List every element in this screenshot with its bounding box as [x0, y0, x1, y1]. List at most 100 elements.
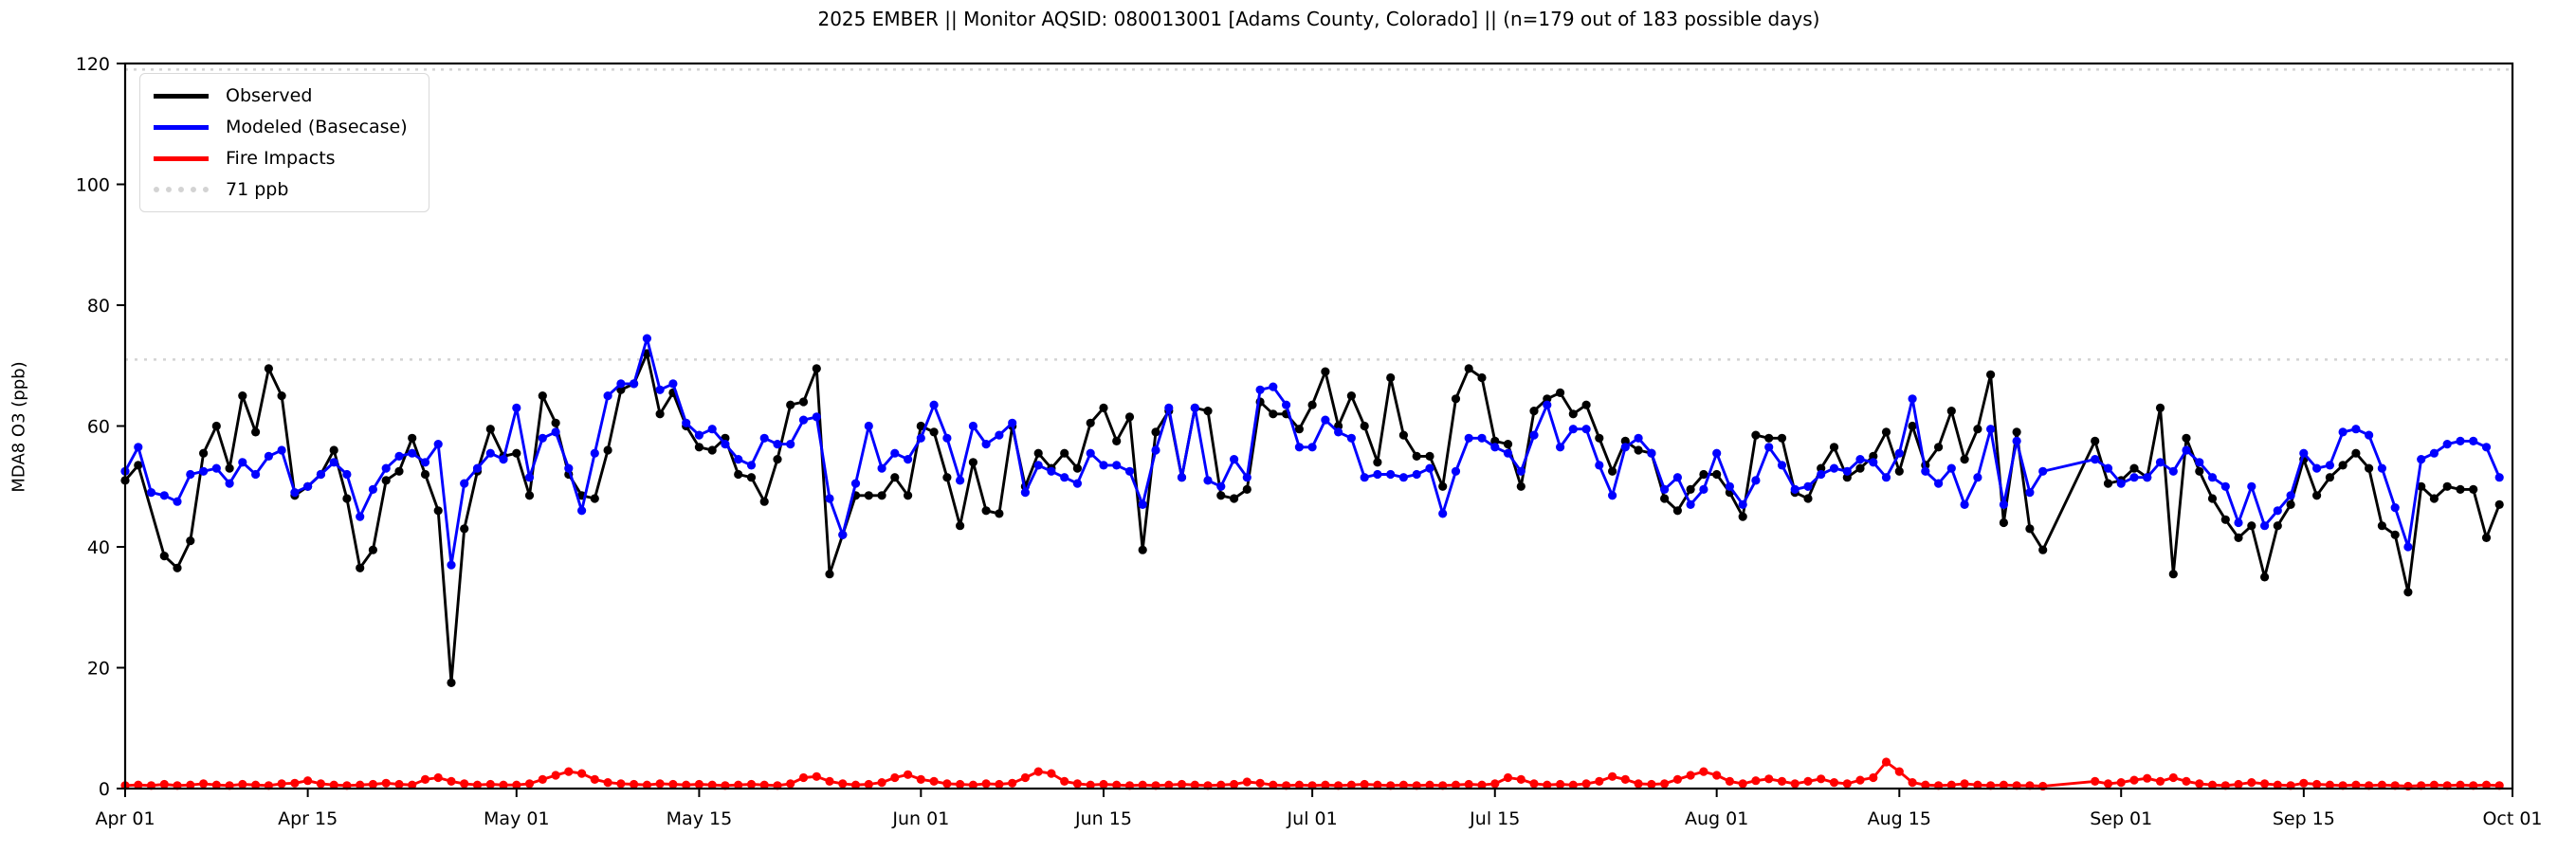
data-point	[316, 469, 325, 480]
legend-label: Modeled (Basecase)	[226, 117, 408, 137]
data-point	[186, 536, 195, 546]
data-point	[211, 780, 221, 789]
data-point	[1725, 481, 1734, 491]
data-point	[838, 530, 848, 539]
data-point	[1777, 433, 1787, 443]
data-point	[1738, 512, 1747, 521]
data-point	[2312, 463, 2322, 473]
data-point	[1072, 779, 1082, 789]
data-point	[2155, 458, 2165, 467]
data-point	[890, 448, 900, 458]
data-point	[447, 560, 456, 570]
legend-item-fire-impacts: Fire Impacts	[154, 148, 408, 169]
data-point	[1373, 780, 1382, 789]
data-point	[746, 779, 757, 789]
data-point	[616, 779, 626, 789]
data-point	[2442, 481, 2452, 491]
data-point	[499, 455, 508, 464]
data-point	[485, 425, 495, 434]
data-point	[2103, 463, 2113, 473]
legend-swatch	[154, 93, 209, 99]
data-point	[1556, 388, 1565, 397]
data-point	[290, 778, 300, 788]
data-point	[2481, 780, 2492, 789]
data-point	[1269, 409, 1278, 419]
data-point	[2481, 443, 2492, 452]
data-point	[420, 458, 430, 467]
data-point	[707, 425, 717, 434]
data-point	[877, 778, 886, 788]
data-point	[1177, 779, 1187, 789]
data-point	[590, 774, 599, 785]
data-point	[1595, 461, 1604, 470]
data-point	[2377, 463, 2386, 473]
data-point	[786, 400, 795, 409]
data-point	[1817, 469, 1826, 480]
data-point	[2377, 521, 2386, 531]
data-point	[1738, 499, 1747, 510]
data-point	[1790, 779, 1800, 789]
data-point	[1634, 445, 1643, 455]
data-point	[173, 497, 182, 506]
data-point	[1881, 473, 1891, 482]
data-point	[1346, 780, 1356, 789]
data-point	[1230, 779, 1239, 789]
data-point	[1751, 430, 1761, 440]
data-point	[694, 779, 704, 789]
data-point	[1269, 382, 1278, 391]
data-point	[1425, 451, 1434, 461]
data-point	[995, 430, 1004, 440]
data-point	[2260, 572, 2270, 582]
data-point	[1282, 400, 1291, 409]
data-point	[1190, 780, 1199, 789]
data-point	[408, 448, 417, 458]
data-point	[251, 427, 261, 437]
data-point	[1608, 466, 1617, 476]
data-point	[2299, 778, 2309, 788]
data-point	[564, 463, 574, 473]
data-point	[1608, 491, 1617, 500]
data-point	[1634, 779, 1643, 789]
data-point	[1138, 545, 1147, 554]
data-point	[655, 385, 665, 394]
data-point	[1464, 779, 1473, 789]
data-point	[825, 494, 834, 503]
data-point	[1307, 400, 1317, 409]
data-point	[1255, 778, 1265, 788]
legend-swatch	[154, 155, 209, 161]
data-point	[2325, 461, 2334, 470]
x-tick-label: Apr 01	[95, 808, 155, 829]
data-point	[1516, 466, 1526, 476]
data-point	[1803, 481, 1813, 491]
data-point	[734, 455, 743, 464]
data-point	[1086, 448, 1095, 458]
data-point	[590, 448, 599, 458]
data-point	[1008, 778, 1017, 788]
data-point	[1751, 476, 1761, 485]
data-point	[1151, 445, 1160, 455]
data-point	[1842, 779, 1852, 789]
data-point	[1699, 484, 1708, 494]
data-point	[916, 774, 925, 785]
data-point	[890, 473, 900, 482]
data-point	[1490, 436, 1500, 445]
data-point	[1999, 780, 2008, 789]
data-point	[2312, 491, 2322, 500]
data-point	[159, 552, 169, 561]
data-point	[734, 780, 743, 789]
data-point	[2299, 448, 2309, 458]
data-point	[1503, 772, 1513, 783]
data-point	[1829, 443, 1839, 452]
x-tick-label: Sep 01	[2090, 808, 2152, 829]
y-tick-label: 80	[87, 296, 110, 317]
data-point	[1425, 463, 1434, 473]
data-point	[551, 427, 560, 437]
data-point	[995, 779, 1004, 789]
data-point	[798, 772, 809, 783]
data-point	[2220, 481, 2230, 491]
data-point	[2469, 436, 2478, 445]
data-point	[1777, 776, 1787, 787]
data-point	[2195, 466, 2204, 476]
y-tick-label: 120	[76, 54, 110, 75]
